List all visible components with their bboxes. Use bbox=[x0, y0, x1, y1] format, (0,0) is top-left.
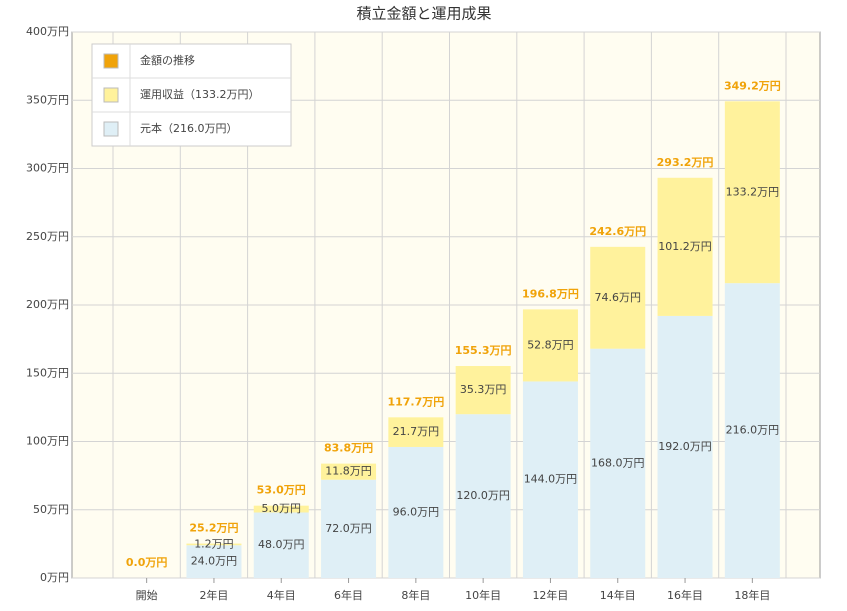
x-tick-label: 開始 bbox=[136, 588, 158, 602]
bar-segment bbox=[186, 543, 242, 546]
x-tick-label: 4年目 bbox=[267, 588, 296, 602]
value-label: 120.0万円 bbox=[456, 489, 510, 502]
value-label: 24.0万円 bbox=[191, 555, 238, 568]
x-tick-label: 16年目 bbox=[667, 588, 703, 602]
x-tick-label: 8年目 bbox=[401, 588, 430, 602]
value-label: 144.0万円 bbox=[524, 473, 578, 486]
value-label: 5.0万円 bbox=[262, 502, 302, 515]
x-tick-label: 14年目 bbox=[600, 588, 636, 602]
bar-segment bbox=[590, 348, 646, 578]
total-label: 25.2万円 bbox=[189, 522, 238, 535]
bar-segment bbox=[321, 479, 377, 578]
total-label: 53.0万円 bbox=[257, 484, 306, 497]
value-label: 96.0万円 bbox=[393, 505, 440, 518]
bar-segment bbox=[388, 417, 444, 447]
bar-segment bbox=[724, 101, 780, 284]
value-label: 72.0万円 bbox=[325, 522, 372, 535]
y-tick-label: 350万円 bbox=[26, 93, 69, 106]
y-tick-label: 400万円 bbox=[26, 25, 69, 38]
bar-segment bbox=[455, 366, 511, 415]
bar-segment bbox=[724, 283, 780, 578]
legend-label: 金額の推移 bbox=[140, 53, 195, 67]
total-label: 155.3万円 bbox=[455, 344, 512, 357]
legend-swatch bbox=[103, 121, 119, 137]
value-label: 1.2万円 bbox=[194, 537, 234, 550]
value-label: 168.0万円 bbox=[591, 456, 645, 469]
value-label: 74.6万円 bbox=[595, 291, 642, 304]
y-tick-label: 100万円 bbox=[26, 435, 69, 448]
bar-segment bbox=[253, 505, 309, 513]
total-label: 242.6万円 bbox=[589, 225, 646, 238]
total-label: 117.7万円 bbox=[387, 395, 444, 408]
chart-title: 積立金額と運用成果 bbox=[356, 5, 491, 23]
x-tick-label: 2年目 bbox=[199, 588, 228, 602]
value-label: 133.2万円 bbox=[726, 185, 780, 198]
value-label: 11.8万円 bbox=[325, 465, 372, 478]
y-tick-label: 150万円 bbox=[26, 366, 69, 379]
bar-segment bbox=[522, 309, 578, 382]
x-tick-label: 18年目 bbox=[734, 588, 770, 602]
bar-segment bbox=[657, 177, 713, 316]
bar-segment bbox=[186, 545, 242, 578]
y-tick-label: 250万円 bbox=[26, 230, 69, 243]
legend-label: 元本（216.0万円） bbox=[140, 121, 238, 135]
bar-segment bbox=[657, 315, 713, 578]
total-label: 0.0万円 bbox=[126, 556, 168, 569]
bar-segment bbox=[522, 381, 578, 578]
x-tick-label: 12年目 bbox=[532, 588, 568, 602]
value-label: 216.0万円 bbox=[726, 424, 780, 437]
legend-box bbox=[91, 43, 292, 147]
bar-segment bbox=[455, 414, 511, 578]
total-label: 83.8万円 bbox=[324, 442, 373, 455]
value-label: 35.3万円 bbox=[460, 383, 507, 396]
y-tick-label: 200万円 bbox=[26, 298, 69, 311]
y-tick-label: 0万円 bbox=[40, 571, 69, 584]
y-tick-label: 50万円 bbox=[33, 503, 69, 516]
value-label: 52.8万円 bbox=[527, 338, 574, 351]
legend-swatch bbox=[103, 87, 119, 103]
total-label: 293.2万円 bbox=[657, 156, 714, 169]
bar-segment bbox=[321, 463, 377, 480]
bar-segment bbox=[590, 246, 646, 349]
y-tick-label: 300万円 bbox=[26, 162, 69, 175]
bar-segment bbox=[253, 512, 309, 578]
bar-segment bbox=[388, 446, 444, 578]
total-label: 349.2万円 bbox=[724, 79, 781, 92]
value-label: 101.2万円 bbox=[658, 240, 712, 253]
value-label: 48.0万円 bbox=[258, 538, 305, 551]
legend-label: 運用収益（133.2万円） bbox=[140, 87, 260, 101]
value-label: 192.0万円 bbox=[658, 440, 712, 453]
total-label: 196.8万円 bbox=[522, 287, 579, 300]
x-tick-label: 6年目 bbox=[334, 588, 363, 602]
x-tick-label: 10年目 bbox=[465, 588, 501, 602]
legend-swatch bbox=[103, 53, 119, 69]
value-label: 21.7万円 bbox=[393, 425, 440, 438]
